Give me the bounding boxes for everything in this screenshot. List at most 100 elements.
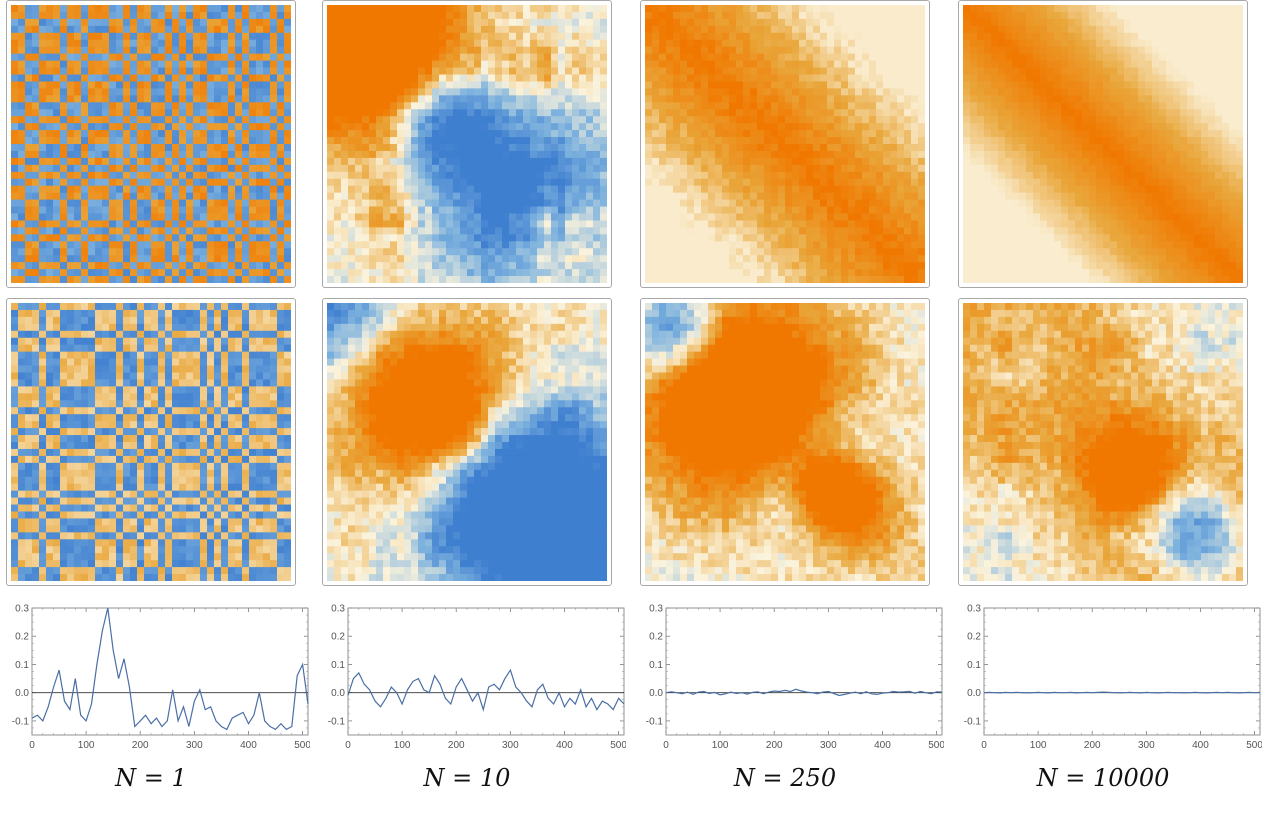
- heatmap-cell: [60, 11, 68, 20]
- heatmap-cell: [81, 393, 89, 401]
- x-tick-label: 100: [78, 740, 95, 751]
- heatmap-cell: [600, 234, 607, 242]
- heatmap-cell: [425, 60, 433, 68]
- heatmap-cell: [95, 130, 103, 138]
- heatmap-cell: [235, 567, 243, 575]
- heatmap-cell: [355, 130, 363, 138]
- heatmap-cell: [172, 123, 180, 131]
- heatmap-cell: [158, 25, 166, 34]
- heatmap-cell: [530, 130, 538, 138]
- heatmap-cell: [502, 88, 510, 96]
- heatmap-cell: [579, 88, 587, 96]
- heatmap-cell: [186, 241, 194, 249]
- heatmap-cell: [263, 130, 271, 138]
- heatmap-cell: [565, 262, 573, 270]
- heatmap-cell: [249, 18, 257, 27]
- heatmap-cell: [221, 123, 229, 131]
- heatmap-cell: [25, 386, 33, 394]
- heatmap-cell: [228, 123, 236, 131]
- heatmap-cell: [249, 351, 257, 359]
- heatmap-cell: [530, 241, 538, 249]
- heatmap-cell: [130, 372, 138, 380]
- heatmap-cell: [488, 303, 496, 311]
- heatmap-cell: [25, 365, 33, 373]
- heatmap-cell: [425, 109, 433, 117]
- heatmap-cell: [158, 351, 166, 359]
- heatmap-cell: [88, 476, 96, 485]
- heatmap-cell: [544, 262, 552, 270]
- heatmap-cell: [130, 490, 138, 498]
- heatmap-cell: [74, 144, 82, 152]
- heatmap-cell: [530, 276, 538, 283]
- heatmap-cell: [362, 269, 370, 277]
- heatmap-cell: [25, 11, 33, 20]
- heatmap-cell: [221, 144, 229, 152]
- heatmap-cell: [32, 469, 40, 478]
- heatmap-cell: [228, 109, 236, 117]
- heatmap-cell: [39, 137, 47, 145]
- heatmap-cell: [495, 276, 503, 283]
- heatmap-cell: [284, 323, 291, 332]
- heatmap-cell: [411, 32, 419, 41]
- heatmap-cell: [60, 144, 68, 152]
- heatmap-cell: [74, 88, 82, 96]
- heatmap-cell: [411, 130, 419, 138]
- heatmap-cell: [348, 150, 356, 159]
- heatmap-cell: [151, 483, 159, 492]
- heatmap-cell: [397, 67, 405, 75]
- heatmap-cell: [235, 518, 243, 526]
- heatmap-cell: [25, 323, 33, 332]
- heatmap-cell: [481, 213, 489, 221]
- heatmap-cell: [137, 46, 145, 55]
- heatmap-cell: [411, 25, 419, 34]
- heatmap-cell: [277, 309, 285, 318]
- heatmap-cell: [277, 414, 285, 422]
- heatmap-cell: [95, 137, 103, 145]
- heatmap-cell: [242, 171, 250, 180]
- heatmap-cell: [109, 150, 117, 159]
- heatmap-cell: [411, 192, 419, 200]
- heatmap-cell: [277, 518, 285, 526]
- heatmap-cell: [158, 213, 166, 221]
- heatmap-cell: [362, 309, 370, 318]
- heatmap-cell: [263, 532, 271, 540]
- heatmap-cell: [102, 365, 110, 373]
- heatmap-cell: [18, 32, 26, 41]
- heatmap-cell: [348, 25, 356, 34]
- heatmap-cell: [172, 178, 180, 187]
- heatmap-cell: [418, 269, 426, 277]
- heatmap-cell: [277, 428, 285, 436]
- heatmap-cell: [151, 144, 159, 152]
- heatmap-cell: [137, 469, 145, 478]
- heatmap-cell: [228, 532, 236, 540]
- heatmap-cell: [200, 39, 208, 48]
- heatmap-cell: [88, 220, 96, 228]
- heatmap-cell: [130, 164, 138, 173]
- heatmap-cell: [32, 53, 40, 61]
- heatmap-cell: [600, 157, 607, 166]
- heatmap-cell: [109, 206, 117, 214]
- heatmap-cell: [523, 25, 531, 34]
- heatmap-cell: [348, 95, 356, 103]
- heatmap-cell: [200, 574, 208, 581]
- heatmap-cell: [495, 255, 503, 263]
- heatmap-cell: [95, 532, 103, 540]
- heatmap-cell: [18, 400, 26, 408]
- heatmap-cell: [256, 428, 264, 436]
- heatmap-cell: [228, 227, 236, 235]
- heatmap-cell: [186, 518, 194, 526]
- heatmap-cell: [249, 455, 257, 464]
- heatmap-cell: [537, 199, 545, 207]
- heatmap-cell: [11, 11, 19, 20]
- heatmap-cell: [11, 518, 19, 526]
- heatmap-cell: [277, 539, 285, 547]
- heatmap-cell: [144, 262, 152, 270]
- heatmap-cell: [228, 407, 236, 415]
- heatmap-cell: [383, 262, 391, 270]
- heatmap-cell: [383, 95, 391, 103]
- heatmap-cell: [263, 546, 271, 554]
- heatmap-cell: [137, 372, 145, 380]
- heatmap-cell: [60, 60, 68, 68]
- heatmap-cell: [95, 448, 103, 457]
- heatmap-cell: [179, 88, 187, 96]
